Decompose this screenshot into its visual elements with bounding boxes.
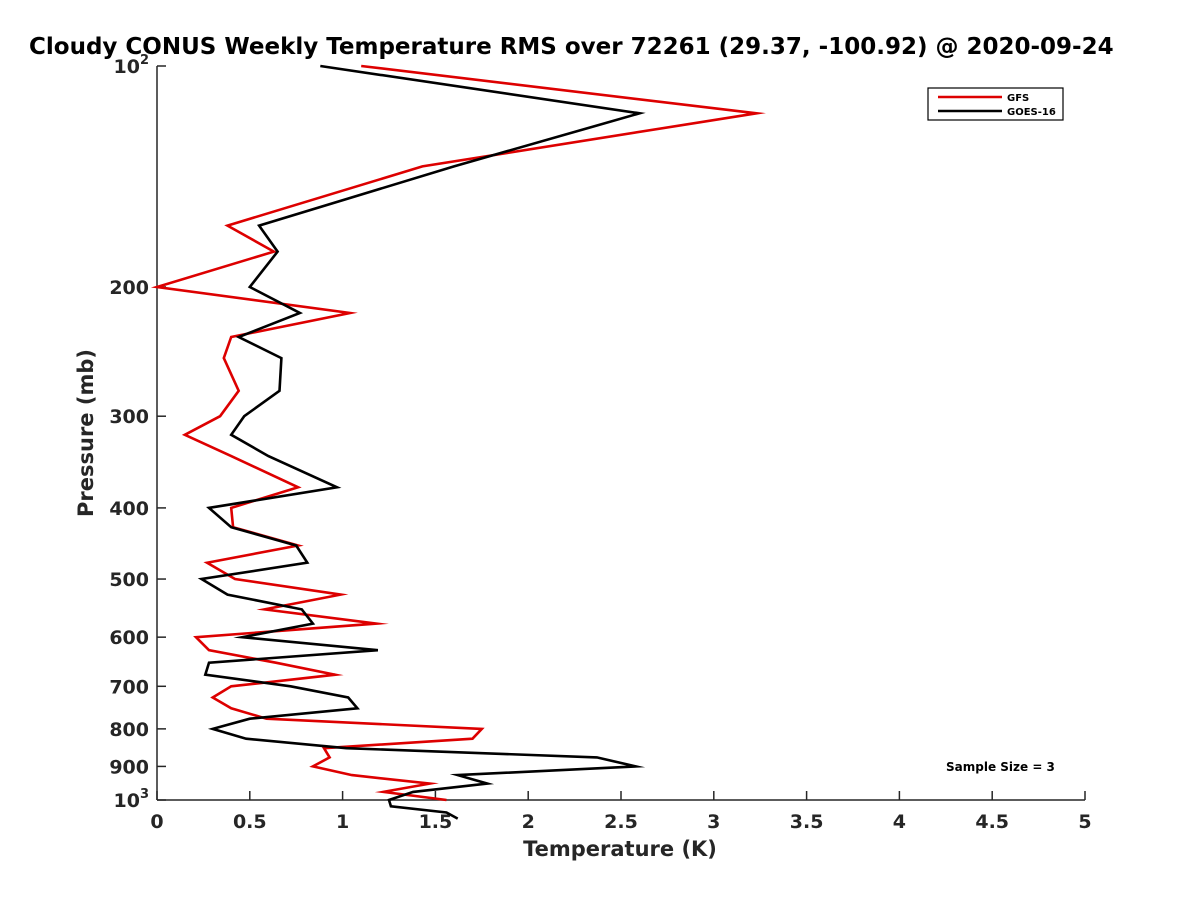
x-tick-label: 2.5 [604, 811, 638, 833]
x-axis-label: Temperature (K) [523, 837, 717, 861]
y-tick-label: 800 [109, 719, 149, 741]
y-tick-label: 400 [109, 498, 149, 520]
sample-size-annotation: Sample Size = 3 [946, 760, 1055, 774]
legend-label-gfs: GFS [1007, 93, 1029, 104]
x-tick-label: 0.5 [233, 811, 267, 833]
y-tick-label: 600 [109, 627, 149, 649]
series-gfs-line [150, 64, 766, 802]
x-tick-label: 4 [893, 811, 906, 833]
x-tick-label: 5 [1078, 811, 1091, 833]
x-ticks: 0 0.5 1 1.5 2 2.5 3 3.5 4 4.5 5 [150, 791, 1092, 833]
series-goes-16-line [197, 64, 646, 820]
legend-box [927, 87, 1064, 121]
y-axis-label: Pressure (mb) [74, 349, 98, 517]
x-tick-label: 1.5 [419, 811, 453, 833]
x-tick-label: 4.5 [975, 811, 1009, 833]
y-tick-label: 700 [109, 676, 149, 698]
y-tick-label: 300 [109, 406, 149, 428]
x-tick-label: 3.5 [790, 811, 824, 833]
y-tick-label: 900 [109, 756, 149, 778]
y-tick-label: 103 [114, 787, 150, 812]
y-tick-label: 102 [114, 53, 150, 78]
x-tick-label: 3 [707, 811, 720, 833]
legend: GFS GOES-16 [927, 87, 1064, 121]
y-tick-label: 500 [109, 569, 149, 591]
legend-label-goes-16: GOES-16 [1007, 107, 1056, 118]
x-tick-label: 0 [150, 811, 163, 833]
x-tick-label: 1 [336, 811, 349, 833]
series-layer [150, 64, 766, 820]
chart-title: Cloudy CONUS Weekly Temperature RMS over… [29, 34, 1114, 60]
x-tick-label: 2 [522, 811, 535, 833]
y-ticks: 102 200 300 400 500 600 700 800 900 103 [109, 53, 166, 812]
y-tick-label: 200 [109, 277, 149, 299]
